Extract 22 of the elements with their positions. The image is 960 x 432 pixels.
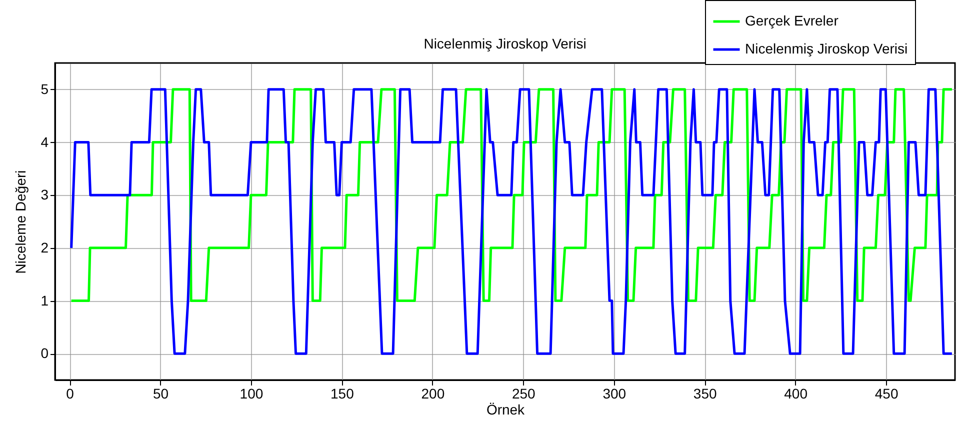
y-tick-label: 5 [40, 80, 49, 97]
x-tick-label: 0 [66, 386, 74, 402]
legend-label: Nicelenmiş Jiroskop Verisi [745, 40, 908, 56]
y-tick-label: 1 [40, 292, 49, 308]
x-tick-label: 400 [784, 386, 808, 402]
x-tick-label: 150 [330, 386, 354, 402]
x-tick-label: 200 [421, 386, 445, 402]
y-tick-label: 2 [40, 239, 49, 256]
y-tick-label: 4 [40, 134, 49, 150]
y-axis-title: Niceleme Değeri [12, 170, 29, 274]
x-tick-label: 350 [693, 386, 717, 402]
x-tick-label: 450 [874, 386, 898, 402]
y-tick-label: 0 [40, 345, 49, 362]
chart-title: Nicelenmiş Jiroskop Verisi [424, 36, 586, 52]
line-series [70, 88, 954, 355]
x-tick-label: 250 [512, 386, 536, 402]
y-tick-label: 3 [40, 186, 49, 203]
x-tick-label: 100 [240, 386, 264, 402]
x-tick-label: 300 [602, 386, 626, 402]
x-axis-title: Örnek [486, 402, 526, 418]
legend-label: Gerçek Evreler [745, 12, 839, 28]
x-tick-label: 50 [152, 386, 169, 402]
